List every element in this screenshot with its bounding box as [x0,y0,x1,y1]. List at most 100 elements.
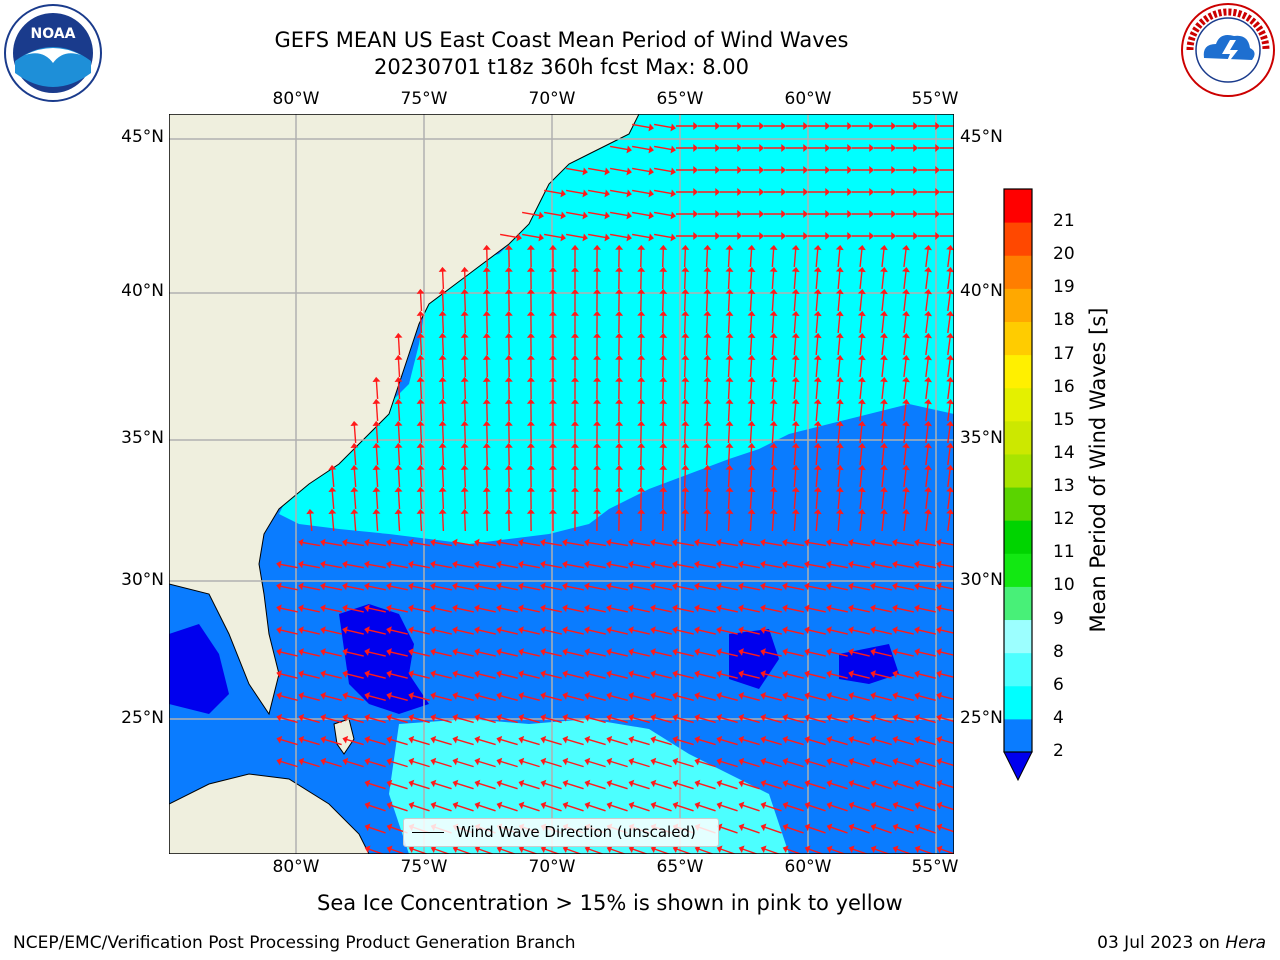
wind-wave-arrowhead [725,442,734,448]
wind-wave-arrowhead [891,188,897,196]
wind-wave-arrow [830,716,848,724]
wind-wave-arrowhead [504,332,513,338]
wind-wave-arrow [544,233,562,239]
lon-label-top: 55°W [911,89,959,109]
wind-wave-arrowhead [408,670,414,678]
wind-wave-arrow [302,760,320,768]
lat-label-left: 35°N [121,428,164,448]
wind-wave-arrowhead [848,648,854,656]
wind-wave-arrowhead [562,582,568,591]
wind-wave-arrowhead [737,144,743,152]
wind-wave-arrow [324,738,342,746]
wind-wave-arrow [852,563,870,569]
wind-wave-arrow [874,804,892,812]
wind-wave-arrow [522,629,540,635]
wind-wave-arrowhead [571,332,580,338]
wind-wave-arrowhead [615,266,624,272]
wind-wave-arrowhead [857,486,866,493]
wind-wave-arrowhead [760,692,767,700]
wind-wave-arrowhead [482,266,491,272]
wind-wave-arrowhead [672,648,678,656]
wind-wave-arrow [940,541,954,546]
wind-wave-arrow [947,292,951,312]
wind-wave-arrowhead [438,332,447,338]
wind-wave-arrowhead [716,648,722,656]
wind-wave-arrow [742,629,760,635]
wind-wave-arrow [368,585,386,591]
wind-wave-arrowhead [394,354,403,360]
wind-wave-arrowhead [835,266,844,273]
wind-wave-arrow [859,512,863,532]
wind-wave-arrow [434,673,452,679]
wind-wave-arrowhead [870,823,877,832]
wind-wave-arrowhead [826,692,833,700]
wind-wave-arrowhead [902,420,910,427]
wind-wave-arrowhead [626,167,632,176]
wind-wave-arrow [588,167,606,173]
wind-wave-arrowhead [518,604,524,613]
wind-wave-arrow [771,358,775,378]
wind-wave-arrowhead [438,398,447,404]
wind-wave-arrow [434,804,452,812]
wind-wave-arrowhead [593,442,602,448]
wind-wave-arrow [456,585,474,591]
wind-wave-arrowhead [538,233,544,242]
wind-wave-arrow [500,738,518,746]
wind-wave-arrowhead [936,845,943,853]
wind-wave-arrowhead [670,145,676,154]
colorbar-tick-label: 10 [1053,575,1075,596]
wind-wave-arrow [786,848,803,854]
wind-wave-arrowhead [637,508,646,514]
wind-wave-arrow [324,673,342,679]
wind-wave-arrowhead [703,508,712,514]
wind-wave-arrowhead [782,692,789,700]
wind-wave-arrowhead [879,310,888,317]
wind-wave-arrow [742,673,760,679]
wind-wave-arrow [486,512,488,532]
wind-wave-arrowhead [584,845,591,853]
wind-wave-arrowhead [560,189,566,198]
wind-wave-arrowhead [847,144,853,152]
wind-wave-arrow [749,292,753,312]
colorbar-tick-label: 2 [1053,741,1064,761]
wind-wave-arrowhead [482,398,491,404]
wind-wave-arrowhead [738,713,745,722]
wind-wave-arrowhead [606,692,613,700]
wind-wave-arrowhead [703,420,712,426]
wind-wave-arrowhead [892,735,899,744]
colorbar-block [1004,520,1032,554]
wind-wave-arrowhead [892,582,898,591]
noaa-logo: NOAA [3,3,103,103]
wind-wave-arrow [808,585,826,591]
wind-wave-arrow [903,402,907,422]
wind-wave-arrowhead [320,626,326,635]
wind-wave-arrow [456,695,474,701]
wind-wave-arrowhead [452,779,459,788]
wind-wave-arrowhead [452,560,458,569]
wind-wave-arrow [683,358,687,378]
wind-wave-arrow [830,541,848,547]
wind-wave-arrow [896,563,914,569]
wind-wave-arrow [786,804,804,812]
wind-wave-arrowhead [924,311,932,317]
wind-wave-arrow [947,248,951,268]
wind-wave-arrow [544,563,562,569]
wind-wave-arrowhead [540,845,547,853]
wind-wave-arrowhead [364,538,370,547]
wind-wave-arrow [808,695,826,701]
wind-wave-arrowhead [408,845,415,853]
wind-wave-arrow [808,651,826,657]
wind-wave-arrowhead [496,779,503,788]
wind-wave-arrow [771,248,775,268]
wind-wave-arrow [419,424,423,444]
wind-wave-arrow [412,673,430,679]
wind-wave-arrow [786,563,804,569]
wind-wave-arrowhead [892,560,898,569]
wind-wave-arrowhead [430,604,436,613]
wind-wave-arrow [478,738,496,746]
wind-wave-arrow [918,673,936,679]
wind-wave-arrowhead [562,538,568,547]
wind-wave-arrow [903,248,907,268]
wind-wave-arrowhead [606,582,612,591]
wind-wave-arrowhead [879,486,888,493]
